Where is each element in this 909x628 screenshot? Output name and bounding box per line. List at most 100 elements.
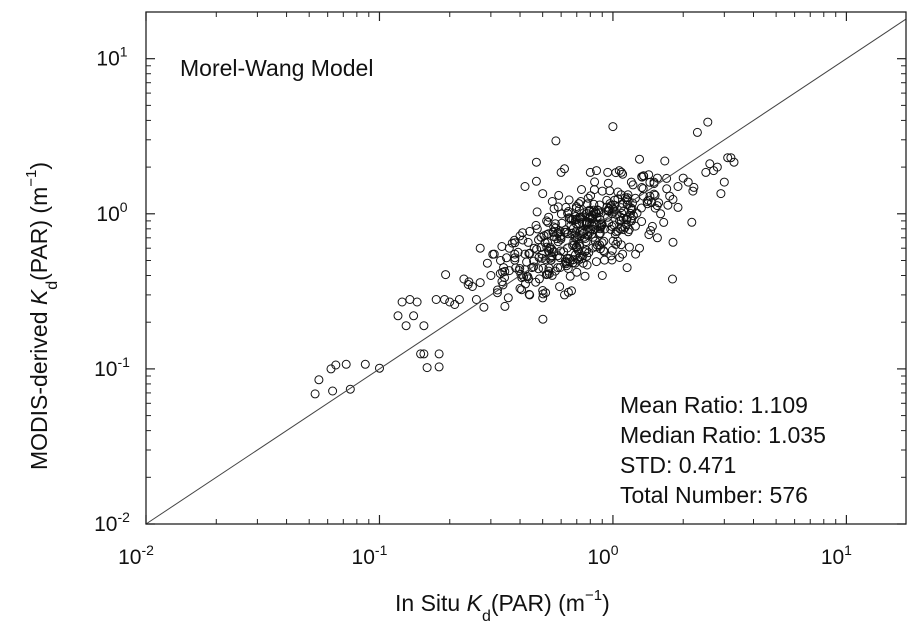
data-point bbox=[583, 193, 593, 203]
data-point bbox=[575, 241, 585, 251]
data-point bbox=[716, 189, 726, 199]
data-point bbox=[475, 278, 485, 288]
data-point bbox=[563, 207, 573, 216]
data-point bbox=[518, 228, 528, 238]
data-point bbox=[627, 205, 636, 215]
data-point bbox=[534, 274, 544, 284]
data-point bbox=[521, 279, 530, 289]
data-point bbox=[599, 246, 608, 255]
y-tick-label: 101 bbox=[96, 44, 127, 71]
data-point bbox=[587, 211, 597, 220]
x-tick-label: 10-2 bbox=[118, 542, 154, 569]
data-point bbox=[493, 285, 502, 295]
data-point bbox=[577, 254, 587, 263]
data-point bbox=[539, 231, 549, 241]
data-point bbox=[553, 251, 563, 261]
data-point bbox=[549, 232, 559, 242]
data-point bbox=[582, 260, 592, 270]
data-point bbox=[616, 240, 626, 250]
data-point bbox=[662, 173, 672, 183]
data-point bbox=[642, 199, 652, 209]
data-point bbox=[538, 189, 548, 199]
data-point bbox=[581, 237, 591, 247]
data-point bbox=[524, 289, 534, 299]
data-point bbox=[522, 257, 532, 267]
data-point bbox=[692, 127, 702, 137]
data-point bbox=[554, 190, 564, 200]
data-point bbox=[622, 263, 632, 273]
data-point bbox=[375, 363, 384, 373]
data-point bbox=[647, 221, 657, 231]
data-point bbox=[510, 253, 520, 263]
data-point bbox=[393, 311, 403, 321]
x-tick-label: 101 bbox=[821, 542, 852, 569]
data-point bbox=[687, 217, 697, 227]
data-point bbox=[520, 182, 530, 191]
data-point bbox=[673, 202, 683, 212]
data-point bbox=[703, 117, 713, 127]
data-point bbox=[510, 255, 520, 265]
data-point bbox=[615, 224, 625, 234]
data-point bbox=[553, 202, 563, 212]
data-point bbox=[608, 122, 618, 132]
data-points bbox=[310, 117, 739, 399]
data-point bbox=[613, 187, 623, 197]
data-point bbox=[569, 240, 579, 250]
data-point bbox=[585, 167, 595, 177]
data-point bbox=[568, 214, 578, 224]
data-point bbox=[540, 238, 550, 248]
data-point bbox=[516, 269, 526, 279]
data-point bbox=[614, 166, 624, 176]
data-point bbox=[561, 259, 571, 269]
data-point bbox=[529, 262, 539, 272]
data-point bbox=[645, 177, 655, 187]
data-point bbox=[500, 301, 510, 311]
data-point bbox=[635, 243, 644, 253]
data-point bbox=[543, 238, 553, 248]
data-point bbox=[650, 203, 660, 213]
data-point bbox=[566, 220, 576, 230]
data-point bbox=[563, 253, 572, 263]
stat-total-number: Total Number: 576 bbox=[620, 482, 808, 508]
data-point bbox=[515, 284, 525, 293]
data-point bbox=[683, 177, 693, 187]
data-point bbox=[607, 245, 617, 255]
data-point bbox=[673, 182, 683, 191]
data-point bbox=[542, 216, 552, 226]
data-point bbox=[570, 258, 580, 268]
x-tick-label: 10-1 bbox=[352, 542, 388, 569]
data-point bbox=[479, 302, 489, 312]
data-point bbox=[589, 185, 599, 195]
data-point bbox=[328, 386, 338, 396]
data-point bbox=[643, 195, 653, 205]
data-point bbox=[585, 205, 595, 215]
data-point bbox=[626, 177, 636, 187]
data-point bbox=[419, 349, 429, 359]
data-point bbox=[513, 247, 523, 257]
data-point bbox=[557, 218, 567, 228]
data-point bbox=[495, 269, 505, 278]
data-point bbox=[624, 242, 634, 252]
data-point bbox=[524, 274, 534, 284]
data-point bbox=[532, 244, 542, 254]
data-point bbox=[548, 227, 558, 237]
data-point bbox=[563, 287, 573, 297]
data-point bbox=[628, 180, 638, 190]
data-point bbox=[540, 255, 550, 264]
data-point bbox=[544, 269, 554, 279]
data-point bbox=[482, 258, 492, 268]
data-point bbox=[464, 277, 474, 287]
data-point bbox=[637, 172, 647, 182]
data-point bbox=[534, 264, 543, 274]
data-point bbox=[729, 157, 739, 167]
data-point bbox=[551, 136, 561, 146]
data-point bbox=[652, 233, 662, 243]
data-point bbox=[331, 360, 341, 370]
data-point bbox=[712, 162, 722, 172]
data-point bbox=[565, 214, 575, 224]
data-point bbox=[689, 182, 699, 192]
data-point bbox=[599, 236, 609, 246]
data-point bbox=[416, 349, 426, 359]
